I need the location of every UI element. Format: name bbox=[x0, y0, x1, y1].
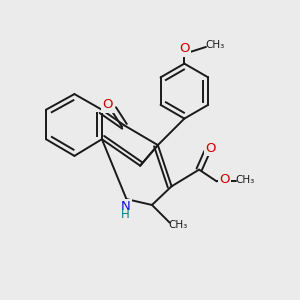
Text: O: O bbox=[179, 42, 190, 56]
Text: H: H bbox=[121, 208, 130, 221]
Text: O: O bbox=[206, 142, 216, 154]
Text: CH₃: CH₃ bbox=[205, 40, 224, 50]
Text: CH₃: CH₃ bbox=[236, 176, 255, 185]
Text: CH₃: CH₃ bbox=[169, 220, 188, 230]
Text: O: O bbox=[103, 98, 113, 111]
Text: O: O bbox=[219, 173, 230, 186]
Text: N: N bbox=[121, 200, 130, 213]
